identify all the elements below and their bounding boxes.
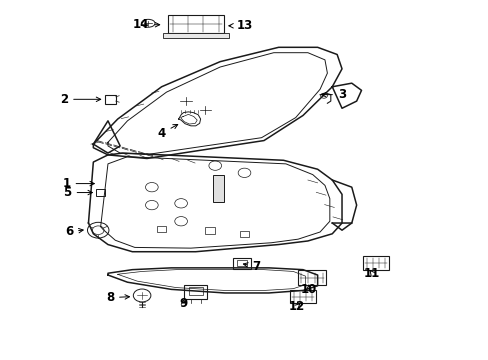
Bar [363,256,388,270]
Text: 12: 12 [288,300,305,313]
Text: 8: 8 [105,291,129,304]
Bar [188,287,202,295]
Text: 14: 14 [133,18,160,31]
Text: 3: 3 [321,88,346,101]
Circle shape [174,199,187,208]
Bar [212,175,223,202]
Text: 10: 10 [300,283,316,296]
Circle shape [145,201,158,210]
Circle shape [145,183,158,192]
Circle shape [238,168,250,177]
Text: 2: 2 [60,93,101,106]
Bar [157,226,166,232]
Text: 4: 4 [157,125,177,140]
Bar [297,270,325,285]
Text: 7: 7 [243,260,260,273]
Text: 1: 1 [62,177,94,190]
Bar [183,285,207,299]
Circle shape [92,226,104,234]
Text: 6: 6 [65,225,83,238]
Ellipse shape [141,19,155,27]
Text: 13: 13 [228,19,252,32]
Bar [290,290,315,303]
Bar [236,260,247,266]
Circle shape [87,222,109,238]
Bar [205,227,215,234]
Bar [232,258,251,269]
Bar [167,15,224,33]
Text: 5: 5 [63,186,92,199]
Bar [239,231,249,237]
Bar [163,33,228,38]
Bar [105,95,116,104]
Circle shape [174,217,187,226]
Bar [96,189,105,196]
Circle shape [133,289,151,302]
Circle shape [208,161,221,170]
Text: 11: 11 [364,267,380,280]
Text: 9: 9 [179,297,187,310]
